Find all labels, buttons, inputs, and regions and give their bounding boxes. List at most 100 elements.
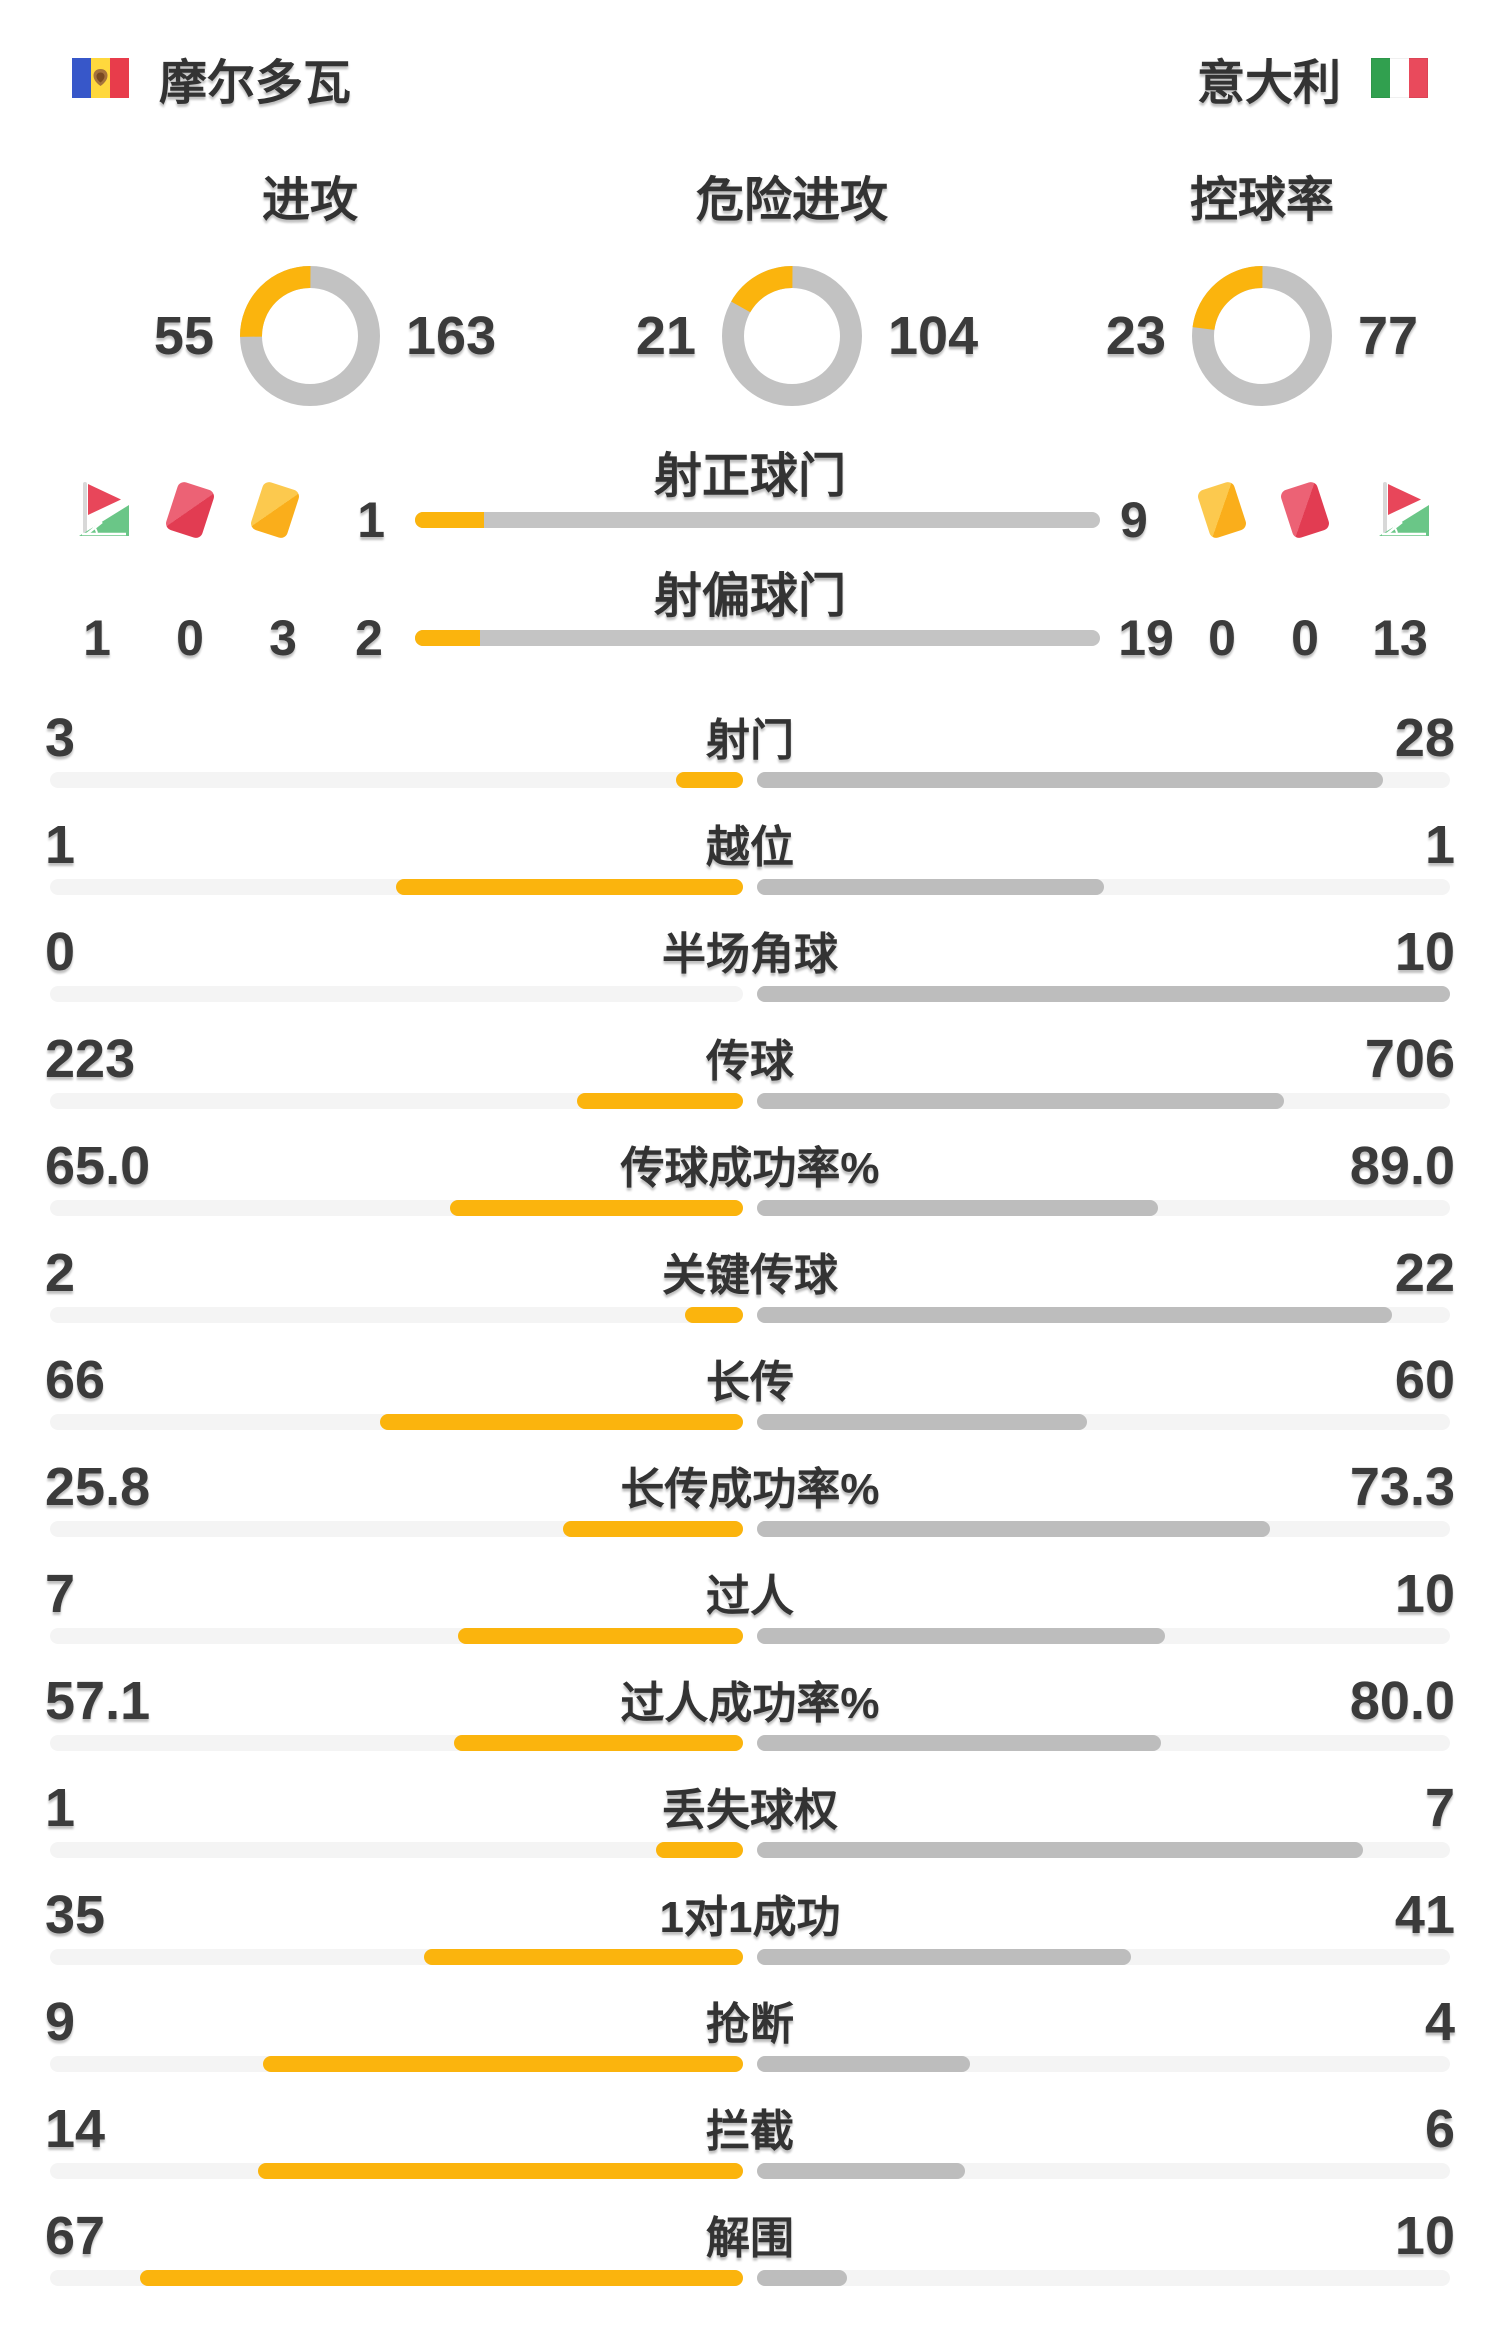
stat-bar-home-track — [50, 1093, 743, 1109]
stat-row: 3 射门 28 — [0, 708, 1500, 815]
donut-group-dangerous-attacks: 危险进攻 21 104 — [542, 160, 1042, 406]
stat-bar-home-track — [50, 1842, 743, 1858]
stat-bar-home-fill — [454, 1735, 743, 1751]
red-card-icon — [166, 482, 214, 538]
stat-label: 传球 — [706, 1037, 794, 1086]
stat-value-away: 28 — [1394, 708, 1455, 768]
stat-bar-away-fill — [757, 1842, 1363, 1858]
donut-group-possession: 控球率 23 77 — [1012, 160, 1500, 406]
stat-bar-home-fill — [396, 879, 743, 895]
stat-bar-home-fill — [450, 1200, 743, 1216]
stat-row: 35 1对1成功 41 — [0, 1885, 1500, 1992]
stat-label: 解围 — [706, 2214, 794, 2263]
yellow-card-icon — [251, 482, 299, 538]
stat-value-home: 25.8 — [45, 1457, 151, 1517]
stat-row: 25.8 长传成功率% 73.3 — [0, 1457, 1500, 1564]
stat-row: 57.1 过人成功率% 80.0 — [0, 1671, 1500, 1778]
stat-bar-home-fill — [458, 1628, 743, 1644]
stat-value-home: 35 — [45, 1885, 106, 1945]
stat-bar-away-track — [757, 1735, 1450, 1751]
stat-label: 1对1成功 — [659, 1893, 841, 1942]
stat-bar-away-track — [757, 772, 1450, 788]
stat-bar-home-fill — [685, 1307, 743, 1323]
stat-label: 半场角球 — [662, 930, 838, 979]
stat-bar-away-track — [757, 1307, 1450, 1323]
stat-value-away: 1 — [1424, 815, 1455, 875]
stat-bar-away-track — [757, 1949, 1450, 1965]
donut-label: 危险进攻 — [695, 174, 888, 227]
stat-bar-home-track — [50, 2163, 743, 2179]
stat-bar-away-fill — [757, 1200, 1158, 1216]
donut-chart — [240, 266, 380, 406]
stat-label: 关键传球 — [662, 1251, 838, 1300]
stat-label: 射门 — [706, 716, 794, 765]
shots-on-target-bar — [415, 512, 1100, 528]
stat-row: 9 抢断 4 — [0, 1992, 1500, 2099]
stat-bar-away-fill — [757, 1414, 1087, 1430]
stat-bar-away-fill — [757, 1735, 1161, 1751]
stat-bar-home-fill — [380, 1414, 743, 1430]
donut-label: 控球率 — [1189, 174, 1334, 227]
stat-row: 66 长传 60 — [0, 1350, 1500, 1457]
stat-bar-home-fill — [577, 1093, 743, 1109]
stat-value-home: 0 — [45, 922, 76, 982]
stat-label: 丢失球权 — [662, 1786, 838, 1835]
stat-bar-home-track — [50, 879, 743, 895]
stat-value-away: 22 — [1394, 1243, 1455, 1303]
shots-on-target-home-fill — [415, 512, 484, 528]
stat-bar-home-fill — [676, 772, 743, 788]
stat-value-home: 1 — [45, 1778, 76, 1838]
home-corners-count: 1 — [83, 610, 111, 666]
stat-value-home: 65.0 — [45, 1136, 151, 1196]
stat-bar-away-track — [757, 1414, 1450, 1430]
stat-bar-home-track — [50, 2270, 743, 2286]
stat-bar-home-track — [50, 1521, 743, 1537]
stat-bar-away-fill — [757, 986, 1450, 1002]
stat-value-away: 7 — [1424, 1778, 1455, 1838]
stat-label: 传球成功率% — [620, 1144, 880, 1193]
stat-bar-home-track — [50, 1200, 743, 1216]
stat-value-away: 4 — [1424, 1992, 1455, 2052]
stat-bar-home-fill — [263, 2056, 743, 2072]
stat-bar-home-fill — [656, 1842, 743, 1858]
stat-label: 长传成功率% — [620, 1465, 880, 1514]
stat-value-away: 41 — [1394, 1885, 1455, 1945]
stat-bar-home-track — [50, 1735, 743, 1751]
stat-bar-home-track — [50, 1949, 743, 1965]
donut-home-value: 55 — [153, 306, 214, 366]
donut-svg — [722, 266, 862, 406]
stat-row: 65.0 传球成功率% 89.0 — [0, 1136, 1500, 1243]
away-yellow-cards-count: 0 — [1208, 610, 1236, 666]
stat-bar-away-fill — [757, 2163, 965, 2179]
team-home-name: 摩尔多瓦 — [159, 57, 352, 110]
stat-value-home: 7 — [45, 1564, 76, 1624]
stat-row: 223 传球 706 — [0, 1029, 1500, 1136]
stat-value-away: 60 — [1394, 1350, 1455, 1410]
stat-bar-away-fill — [757, 1628, 1165, 1644]
stat-bar-away-track — [757, 1521, 1450, 1537]
stat-value-away: 80.0 — [1349, 1671, 1455, 1731]
team-away-name: 意大利 — [1196, 57, 1341, 110]
stat-value-home: 57.1 — [45, 1671, 151, 1731]
stat-row: 1 丢失球权 7 — [0, 1778, 1500, 1885]
stat-bar-away-track — [757, 879, 1450, 895]
donut-svg — [240, 266, 380, 406]
stat-label: 抢断 — [706, 2000, 794, 2049]
donut-chart — [1192, 266, 1332, 406]
donut-svg — [1192, 266, 1332, 406]
home-red-cards-count: 0 — [176, 610, 204, 666]
stat-bar-away-fill — [757, 2270, 847, 2286]
stat-value-home: 2 — [45, 1243, 76, 1303]
donut-group-attacks: 进攻 55 163 — [60, 160, 560, 406]
stat-bar-away-track — [757, 2056, 1450, 2072]
stat-value-away: 10 — [1394, 922, 1455, 982]
stat-row: 2 关键传球 22 — [0, 1243, 1500, 1350]
stat-bar-home-fill — [563, 1521, 743, 1537]
stat-bar-away-fill — [757, 2056, 970, 2072]
stat-value-home: 1 — [45, 815, 76, 875]
stat-value-home: 66 — [45, 1350, 106, 1410]
stat-bar-home-track — [50, 986, 743, 1002]
moldova-flag-icon — [72, 58, 129, 98]
stat-bar-away-fill — [757, 1521, 1270, 1537]
stat-label: 长传 — [706, 1358, 794, 1407]
